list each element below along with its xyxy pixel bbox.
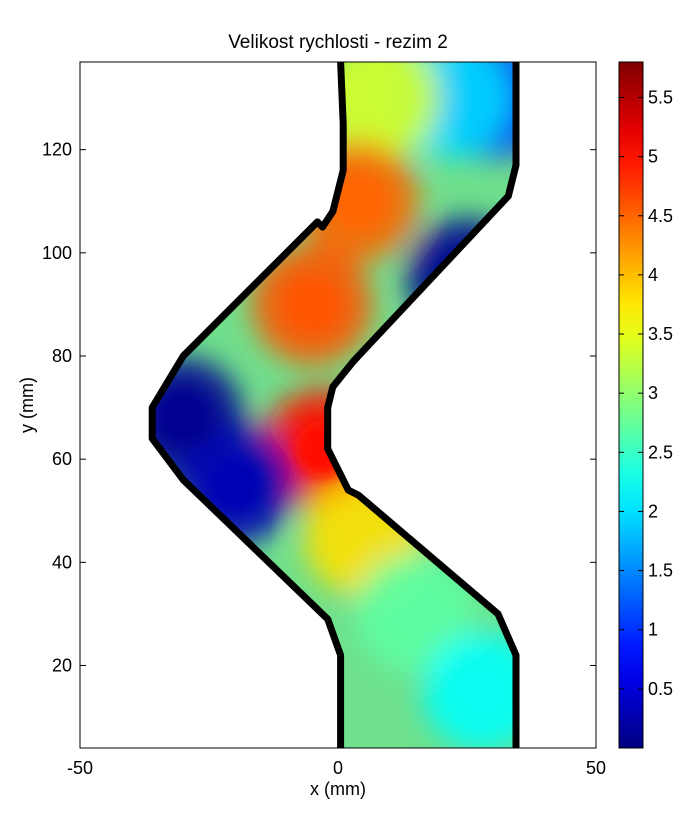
channel-wall-left (148, 62, 347, 748)
velocity-sample (355, 553, 476, 674)
x-axis-label: x (mm) (310, 779, 366, 799)
colorbar: 0.5 1 1.5 2 2.5 3 3.5 4 4.5 5 5.5 (618, 61, 673, 749)
y-tick-label: 40 (52, 552, 72, 572)
colorbar-frame (618, 61, 644, 749)
y-tick-label: 60 (52, 449, 72, 469)
velocity-sample-core (155, 389, 212, 446)
colorbar-tick-label: 3.5 (648, 324, 673, 344)
colorbar-tick-label: 1.5 (648, 561, 673, 581)
y-axis-label: y (mm) (17, 377, 37, 433)
x-axis-ticks: -50 0 50 (67, 62, 606, 778)
x-tick-label: 50 (586, 758, 606, 778)
x-tick-label: -50 (67, 758, 93, 778)
colorbar-tick-label: 5 (648, 147, 658, 167)
x-tick-label: 0 (333, 758, 343, 778)
y-tick-label: 100 (42, 243, 72, 263)
channel-wall-right (324, 62, 520, 748)
colorbar-gradient (619, 62, 643, 748)
colorbar-tick-label: 4 (648, 265, 658, 285)
colorbar-tick-label: 2 (648, 501, 658, 521)
velocity-sample-core (206, 456, 263, 513)
y-axis-ticks: 20 40 60 80 100 120 (42, 140, 596, 675)
colorbar-tick-label: 3 (648, 383, 658, 403)
velocity-sample (319, 62, 440, 159)
chart-title: Velikost rychlosti - rezim 2 (228, 32, 448, 53)
y-tick-label: 120 (42, 140, 72, 160)
y-tick-label: 80 (52, 346, 72, 366)
velocity-sample-core (284, 276, 341, 333)
colorbar-tick-label: 1 (648, 620, 658, 640)
colorbar-tick-label: 5.5 (648, 87, 673, 107)
y-tick-label: 20 (52, 655, 72, 675)
velocity-sample-core (330, 173, 387, 230)
colorbar-tick-label: 4.5 (648, 206, 673, 226)
colorbar-tick-label: 2.5 (648, 442, 673, 462)
colorbar-tick-label: 0.5 (648, 679, 673, 699)
